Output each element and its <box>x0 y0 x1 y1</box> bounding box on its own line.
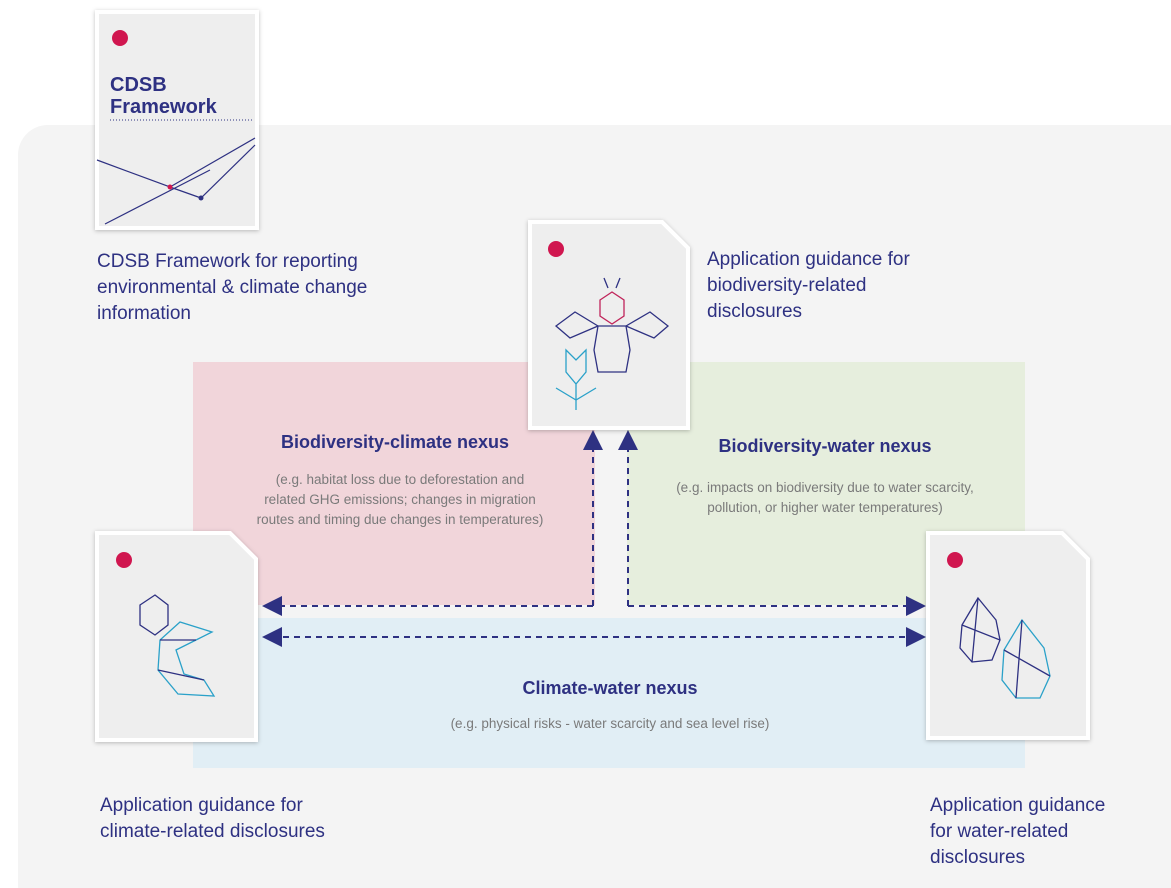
framework-cover <box>97 12 257 228</box>
diagram-graphics <box>0 0 1171 888</box>
nexus-description: (e.g. impacts on biodiversity due to wat… <box>675 478 975 518</box>
water-caption: Application guidance for water-related d… <box>930 793 1130 871</box>
nexus-title: Biodiversity-climate nexus <box>230 432 560 453</box>
red-dot <box>947 552 963 568</box>
nexus-description: (e.g. habitat loss due to deforestation … <box>255 470 545 530</box>
red-dot <box>116 552 132 568</box>
cover-title: CDSB Framework <box>110 74 220 118</box>
climate-caption: Application guidance for climate-related… <box>100 793 340 845</box>
framework-caption: CDSB Framework for reporting environment… <box>97 249 397 327</box>
nexus-title: Biodiversity-water nexus <box>660 436 990 457</box>
nexus-title: Climate-water nexus <box>420 678 800 699</box>
diagram: CDSB Framework CDSB Framework for report… <box>0 0 1171 888</box>
nexus-description: (e.g. physical risks - water scarcity an… <box>360 714 860 734</box>
biodiversity-caption: Application guidance for biodiversity-re… <box>707 247 957 325</box>
red-dot <box>548 241 564 257</box>
